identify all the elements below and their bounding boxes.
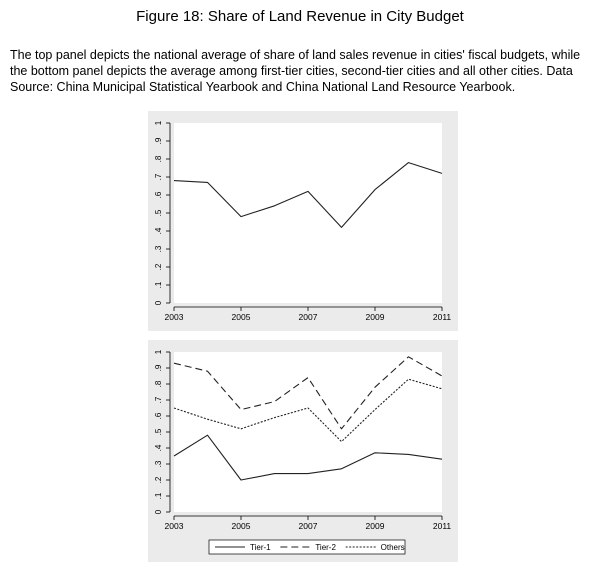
y-tick-label: .3	[154, 245, 163, 252]
y-tick-label: 0	[154, 509, 163, 514]
y-tick-label: .1	[154, 492, 163, 499]
y-tick-label: .4	[154, 227, 163, 234]
y-tick-label: .9	[154, 364, 163, 371]
series-line-national	[173, 162, 443, 228]
bottom-panel-chart: 0 .1 .2 .3 .4 .5 .6 .7 .8 .9 1 2003 2005 2007 2009 2011…	[148, 340, 458, 562]
x-tick-label: 2011	[433, 312, 452, 322]
x-tick-label: 2003	[165, 312, 184, 322]
y-tick-label: .6	[154, 191, 163, 198]
y-tick-label: .2	[154, 476, 163, 483]
x-tick-label: 2005	[232, 312, 251, 322]
y-tick-label: .6	[154, 412, 163, 419]
x-tick-label: 2005	[232, 521, 251, 531]
figure-caption: The top panel depicts the national avera…	[10, 48, 581, 94]
y-tick-label: .2	[154, 263, 163, 270]
legend-label-tier-2: Tier-2	[315, 543, 336, 552]
y-tick-label: .4	[154, 444, 163, 451]
y-tick-label: .7	[154, 396, 163, 403]
y-tick-label: .5	[154, 209, 163, 216]
x-tick-label: 2007	[299, 312, 318, 322]
figure-title: Figure 18: Share of Land Revenue in City…	[136, 8, 464, 25]
y-tick-label: .1	[154, 281, 163, 288]
y-tick-label: .9	[154, 137, 163, 144]
x-tick-label: 2011	[433, 521, 452, 531]
y-tick-label: .8	[154, 155, 163, 162]
y-tick-label: 1	[154, 349, 163, 354]
x-tick-label: 2009	[366, 521, 385, 531]
y-tick-label: 1	[154, 120, 163, 125]
y-tick-label: .7	[154, 173, 163, 180]
x-tick-label: 2009	[366, 312, 385, 322]
y-tick-label: .3	[154, 460, 163, 467]
y-tick-label: .5	[154, 428, 163, 435]
series-line-tier-1	[173, 434, 443, 481]
top-panel-chart: 0 .1 .2 .3 .4 .5 .6 .7 .8 .9 1 2003 2005 2007 2009 2011	[148, 111, 458, 331]
x-tick-label: 2003	[165, 521, 184, 531]
plot-area	[174, 123, 442, 303]
legend-label-tier-1: Tier-1	[250, 543, 271, 552]
legend-label-others: Others	[381, 543, 405, 552]
series-line-others	[173, 378, 443, 443]
y-tick-label: 0	[154, 300, 163, 305]
x-tick-label: 2007	[299, 521, 318, 531]
y-tick-label: .8	[154, 380, 163, 387]
plot-area	[174, 352, 442, 512]
